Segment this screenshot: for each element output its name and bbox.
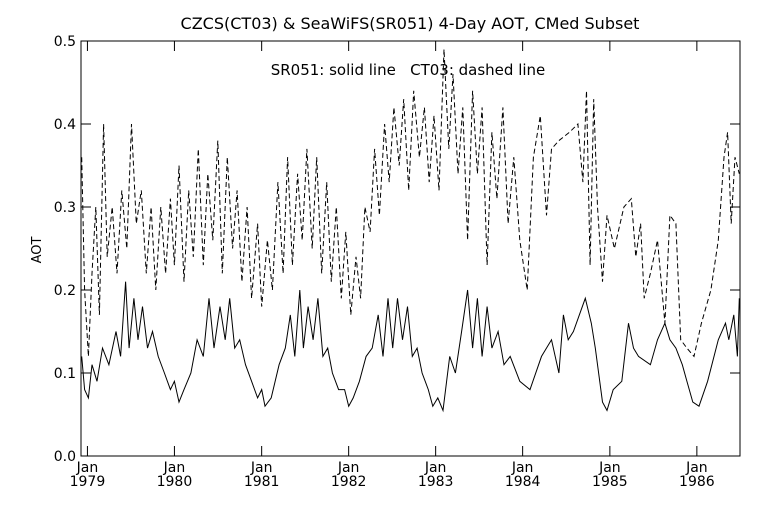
series-line-ct03 (81, 49, 740, 358)
x-tick-year-label: 1982 (331, 474, 367, 490)
y-tick-label: 0.2 (54, 283, 76, 299)
series-layer (81, 49, 740, 413)
x-tick-year-label: 1986 (679, 474, 715, 490)
x-tick-month-label: Jan (598, 460, 621, 476)
x-axis: Jan1979Jan1980Jan1981Jan1982Jan1983Jan19… (70, 41, 715, 490)
series-line-sr051 (81, 281, 740, 413)
x-tick-year-label: 1984 (505, 474, 541, 490)
y-tick-label: 0.5 (54, 34, 76, 50)
x-tick-month-label: Jan (163, 460, 186, 476)
plot-frame (80, 40, 741, 457)
y-tick-label: 0.0 (54, 449, 76, 465)
x-tick-year-label: 1980 (157, 474, 193, 490)
x-tick-month-label: Jan (424, 460, 447, 476)
x-tick-year-label: 1979 (70, 474, 106, 490)
x-tick-month-label: Jan (685, 460, 708, 476)
y-tick-label: 0.3 (54, 200, 76, 216)
chart-title: CZCS(CT03) & SeaWiFS(SR051) 4-Day AOT, C… (181, 14, 640, 33)
y-tick-label: 0.4 (54, 117, 76, 133)
x-tick-year-label: 1981 (244, 474, 280, 490)
x-tick-year-label: 1983 (418, 474, 454, 490)
x-tick-month-label: Jan (337, 460, 360, 476)
y-tick-label: 0.1 (54, 366, 76, 382)
y-axis: 0.0 0.1 0.2 0.3 0.4 0.5 (54, 34, 740, 465)
x-tick-year-label: 1985 (592, 474, 628, 490)
x-tick-month-label: Jan (250, 460, 273, 476)
y-axis-label: AOT (30, 237, 45, 264)
series-legend-annotation: SR051: solid line CT03: dashed line (271, 61, 546, 79)
x-tick-month-label: Jan (76, 460, 99, 476)
x-tick-month-label: Jan (511, 460, 534, 476)
